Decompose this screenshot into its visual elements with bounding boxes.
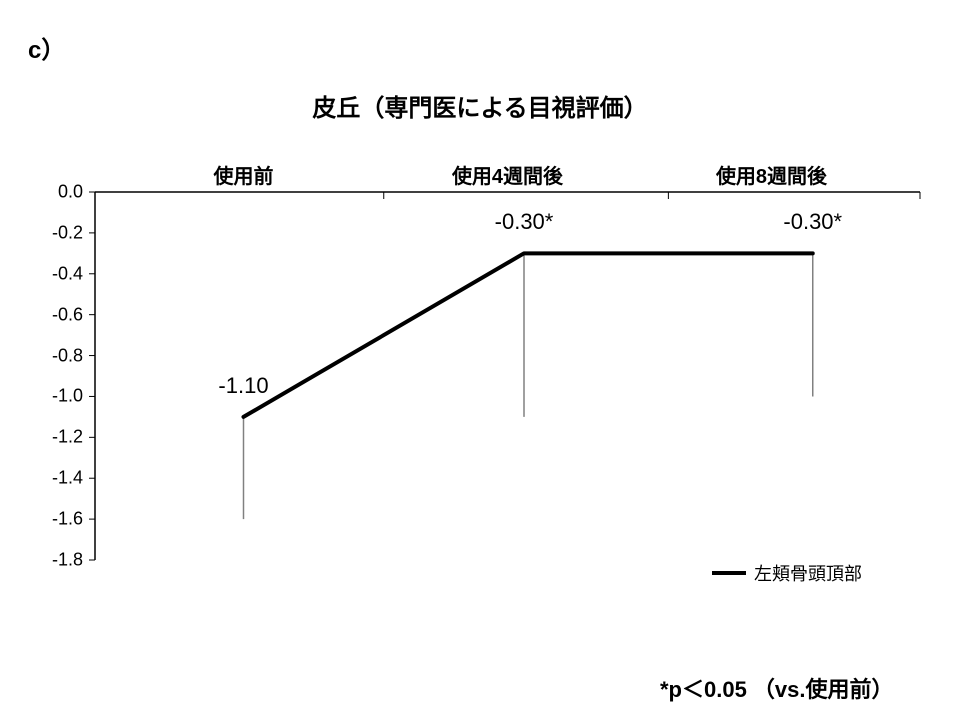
y-tick-label: -0.6 (52, 304, 83, 325)
data-label: -0.30* (495, 209, 554, 235)
y-tick-label: -1.8 (52, 550, 83, 571)
category-label: 使用4週間後 (452, 160, 563, 189)
significance-footnote: *p＜0.05 （vs.使用前） (660, 672, 894, 704)
category-label: 使用前 (214, 160, 274, 189)
data-label: -0.30* (783, 209, 842, 235)
legend-swatch (712, 571, 746, 575)
data-label: -1.10 (218, 373, 268, 399)
y-tick-label: -1.6 (52, 509, 83, 530)
y-tick-label: 0.0 (58, 182, 83, 203)
legend-label: 左頬骨頭頂部 (754, 560, 862, 586)
y-tick-label: -1.2 (52, 427, 83, 448)
y-tick-label: -1.0 (52, 386, 83, 407)
category-label: 使用8週間後 (716, 160, 827, 189)
y-tick-label: -0.8 (52, 345, 83, 366)
chart-plot-svg (0, 0, 960, 720)
y-tick-label: -0.4 (52, 263, 83, 284)
y-tick-label: -1.4 (52, 468, 83, 489)
legend: 左頬骨頭頂部 (712, 560, 862, 586)
y-tick-label: -0.2 (52, 222, 83, 243)
